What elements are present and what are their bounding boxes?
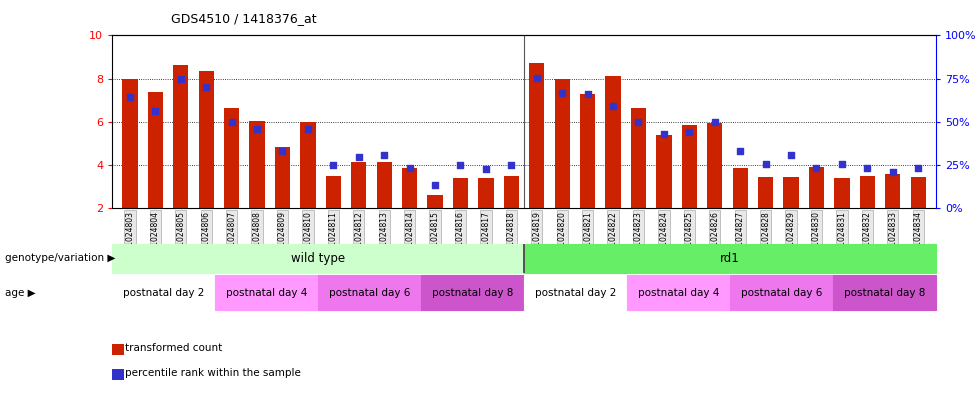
Text: postnatal day 8: postnatal day 8: [432, 288, 513, 298]
Point: [173, 75, 188, 82]
Text: postnatal day 8: postnatal day 8: [843, 288, 925, 298]
Point: [656, 130, 672, 137]
Bar: [224, 108, 239, 208]
Bar: [529, 64, 544, 208]
Point: [555, 90, 570, 96]
Bar: [682, 125, 697, 208]
Point: [682, 129, 697, 135]
Bar: [275, 147, 291, 208]
Point: [275, 148, 291, 154]
Bar: [427, 195, 443, 208]
Text: postnatal day 6: postnatal day 6: [741, 288, 822, 298]
Bar: [758, 177, 773, 208]
Point: [885, 168, 901, 174]
Bar: [122, 79, 137, 208]
Bar: [911, 177, 926, 208]
Point: [326, 162, 341, 168]
Bar: [148, 92, 163, 208]
Text: postnatal day 2: postnatal day 2: [123, 288, 205, 298]
Point: [580, 90, 596, 97]
Point: [402, 165, 417, 171]
Point: [707, 119, 722, 125]
Point: [911, 165, 926, 171]
Point: [427, 182, 443, 188]
Bar: [885, 174, 900, 208]
Point: [300, 126, 316, 132]
Text: genotype/variation ▶: genotype/variation ▶: [5, 253, 115, 263]
Bar: [351, 162, 367, 208]
Bar: [835, 178, 849, 208]
Point: [808, 165, 824, 171]
Point: [835, 161, 850, 167]
Bar: [376, 162, 392, 208]
Point: [122, 94, 137, 100]
Bar: [452, 178, 468, 208]
Bar: [784, 177, 799, 208]
Point: [860, 165, 876, 171]
Bar: [504, 176, 519, 208]
Text: age ▶: age ▶: [5, 288, 35, 298]
Text: postnatal day 6: postnatal day 6: [329, 288, 410, 298]
Text: transformed count: transformed count: [125, 343, 222, 353]
Point: [783, 152, 799, 158]
Bar: [199, 71, 214, 208]
Text: postnatal day 4: postnatal day 4: [226, 288, 307, 298]
Bar: [479, 178, 493, 208]
Point: [529, 74, 545, 81]
Text: percentile rank within the sample: percentile rank within the sample: [125, 368, 300, 378]
Point: [452, 162, 468, 168]
Bar: [250, 121, 264, 208]
Point: [376, 152, 392, 158]
Point: [631, 119, 646, 125]
Bar: [580, 94, 596, 208]
Bar: [326, 176, 341, 208]
Bar: [605, 76, 621, 208]
Bar: [860, 176, 875, 208]
Bar: [555, 79, 569, 208]
Bar: [402, 168, 417, 208]
Text: GDS4510 / 1418376_at: GDS4510 / 1418376_at: [171, 12, 316, 25]
Point: [605, 103, 621, 109]
Bar: [732, 168, 748, 208]
Bar: [174, 64, 188, 208]
Text: wild type: wild type: [291, 252, 345, 265]
Point: [250, 126, 265, 132]
Point: [732, 148, 748, 154]
Point: [351, 154, 367, 161]
Bar: [707, 123, 722, 208]
Bar: [631, 108, 646, 208]
Point: [503, 162, 519, 168]
Point: [224, 119, 240, 125]
Bar: [809, 167, 824, 208]
Text: rd1: rd1: [721, 252, 740, 265]
Text: postnatal day 4: postnatal day 4: [638, 288, 720, 298]
Point: [198, 84, 214, 90]
Point: [147, 108, 163, 114]
Point: [758, 161, 773, 167]
Point: [478, 166, 493, 173]
Bar: [300, 122, 316, 208]
Text: postnatal day 2: postnatal day 2: [535, 288, 616, 298]
Bar: [656, 135, 672, 208]
